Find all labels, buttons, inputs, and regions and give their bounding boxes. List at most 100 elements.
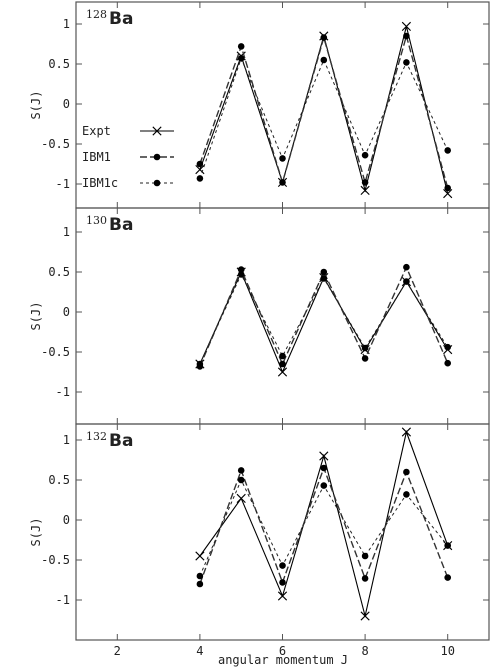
nucleus-element: Ba	[109, 431, 133, 451]
data-point-ibm1	[403, 263, 410, 271]
data-point-ibm1c	[196, 360, 204, 368]
data-point-ibm1	[361, 355, 369, 362]
data-point-expt	[277, 367, 288, 377]
x-tick-label: 4	[196, 644, 203, 658]
nucleus-mass-number: 130	[86, 214, 107, 227]
nucleus-element: Ba	[109, 215, 133, 235]
data-point-ibm1	[361, 179, 369, 186]
data-point-ibm1c	[320, 56, 328, 64]
data-point-ibm1	[444, 359, 452, 367]
legend-entry-ibm1: IBM1	[82, 150, 111, 164]
panel-frame	[75, 423, 490, 641]
data-point-ibm1c	[279, 155, 286, 162]
series-line-ibm1c	[199, 56, 449, 179]
x-tick-label: 2	[114, 644, 121, 658]
y-tick-label: 0	[63, 97, 70, 111]
data-point-ibm1c	[444, 147, 452, 154]
data-point-ibm1c	[403, 278, 410, 285]
data-point-ibm1	[237, 266, 245, 273]
data-point-ibm1c	[403, 59, 410, 66]
data-point-ibm1	[320, 268, 328, 276]
data-point-ibm1c	[361, 552, 369, 560]
y-tick-label: 1	[63, 433, 70, 447]
data-point-ibm1c	[361, 344, 369, 352]
series-line-expt	[199, 270, 449, 374]
data-point-expt	[277, 591, 288, 601]
data-point-ibm1	[361, 575, 369, 582]
y-axis-title: S(J)	[29, 302, 43, 331]
data-point-ibm1c	[320, 275, 328, 282]
data-point-expt	[319, 451, 329, 461]
legend-marker-ibm1c	[153, 179, 161, 187]
data-point-ibm1c	[403, 491, 410, 498]
data-point-ibm1	[279, 179, 286, 186]
data-point-ibm1c	[361, 151, 369, 159]
data-point-ibm1	[320, 464, 328, 472]
legend-marker-ibm1	[153, 153, 161, 161]
data-point-ibm1c	[279, 352, 286, 360]
x-axis-title: angular momentum J	[218, 653, 348, 667]
y-tick-label: -0.5	[41, 345, 70, 359]
data-point-ibm1c	[444, 343, 452, 351]
nucleus-element: Ba	[109, 9, 133, 29]
data-point-expt	[236, 493, 246, 503]
data-point-expt	[360, 611, 370, 621]
data-point-expt	[195, 165, 205, 175]
legend-marker-expt	[152, 126, 162, 136]
data-point-ibm1c	[444, 542, 452, 549]
panel-130-ba: 1 0.5 0 -0.5 -1 S(J) 130 Ba	[29, 207, 490, 425]
y-axis-title: S(J)	[29, 518, 43, 547]
data-point-expt	[195, 551, 205, 561]
legend: Expt IBM1 IBM1c	[82, 124, 174, 190]
y-tick-label: 0.5	[48, 473, 70, 487]
panel-132-ba: 1 0.5 0 -0.5 -1 S(J) 132 Ba	[29, 423, 490, 641]
data-point-ibm1c	[279, 562, 286, 569]
data-point-expt	[443, 189, 453, 199]
data-point-ibm1	[237, 43, 245, 50]
panel-128-ba: 1 0.5 0 -0.5 -1 S(J) 128 Ba Expt IBM1 IBM1c	[29, 1, 490, 209]
y-tick-label: 1	[63, 17, 70, 31]
y-tick-label: 1	[63, 225, 70, 239]
data-point-expt	[360, 185, 370, 195]
x-tick-label: 10	[440, 644, 454, 658]
nucleus-mass-number: 132	[86, 430, 107, 443]
y-tick-label: -0.5	[41, 137, 70, 151]
data-point-ibm1c	[237, 271, 245, 278]
panel-frame	[75, 1, 490, 209]
series-line-ibm1c	[199, 273, 449, 365]
data-point-ibm1c	[237, 55, 245, 62]
y-tick-label: -1	[56, 177, 70, 191]
data-point-ibm1	[196, 160, 204, 168]
nucleus-label: 132 Ba	[86, 430, 133, 451]
y-tick-label: 0.5	[48, 57, 70, 71]
data-point-expt	[401, 427, 411, 437]
y-tick-label: -0.5	[41, 553, 70, 567]
data-point-ibm1c	[196, 175, 204, 182]
x-tick-label: 8	[361, 644, 368, 658]
data-point-ibm1	[403, 32, 410, 40]
nucleus-mass-number: 128	[86, 8, 107, 21]
y-tick-label: -1	[56, 385, 70, 399]
data-point-ibm1	[444, 184, 452, 192]
nucleus-label: 128 Ba	[86, 8, 133, 29]
y-tick-label: -1	[56, 593, 70, 607]
y-tick-label: 0	[63, 305, 70, 319]
y-tick-label: 0	[63, 513, 70, 527]
data-point-ibm1	[279, 360, 286, 368]
data-point-ibm1c	[237, 476, 245, 484]
data-point-ibm1	[444, 574, 452, 581]
data-point-ibm1c	[320, 482, 328, 489]
data-point-ibm1	[237, 467, 245, 474]
y-axis-title: S(J)	[29, 91, 43, 120]
data-point-ibm1	[196, 580, 204, 588]
series-line-expt	[199, 430, 449, 617]
data-point-ibm1c	[196, 572, 204, 580]
legend-entry-expt: Expt	[82, 124, 111, 138]
panels-layer: 10.50-0.5-1S(J)128 BaExptIBM1IBM1c10.50-0…	[29, 1, 490, 658]
x-tick-label: 6	[279, 644, 286, 658]
legend-entry-ibm1c: IBM1c	[82, 176, 118, 190]
nucleus-label: 130 Ba	[86, 214, 133, 235]
data-point-ibm1	[320, 34, 328, 41]
data-point-ibm1	[403, 468, 410, 476]
